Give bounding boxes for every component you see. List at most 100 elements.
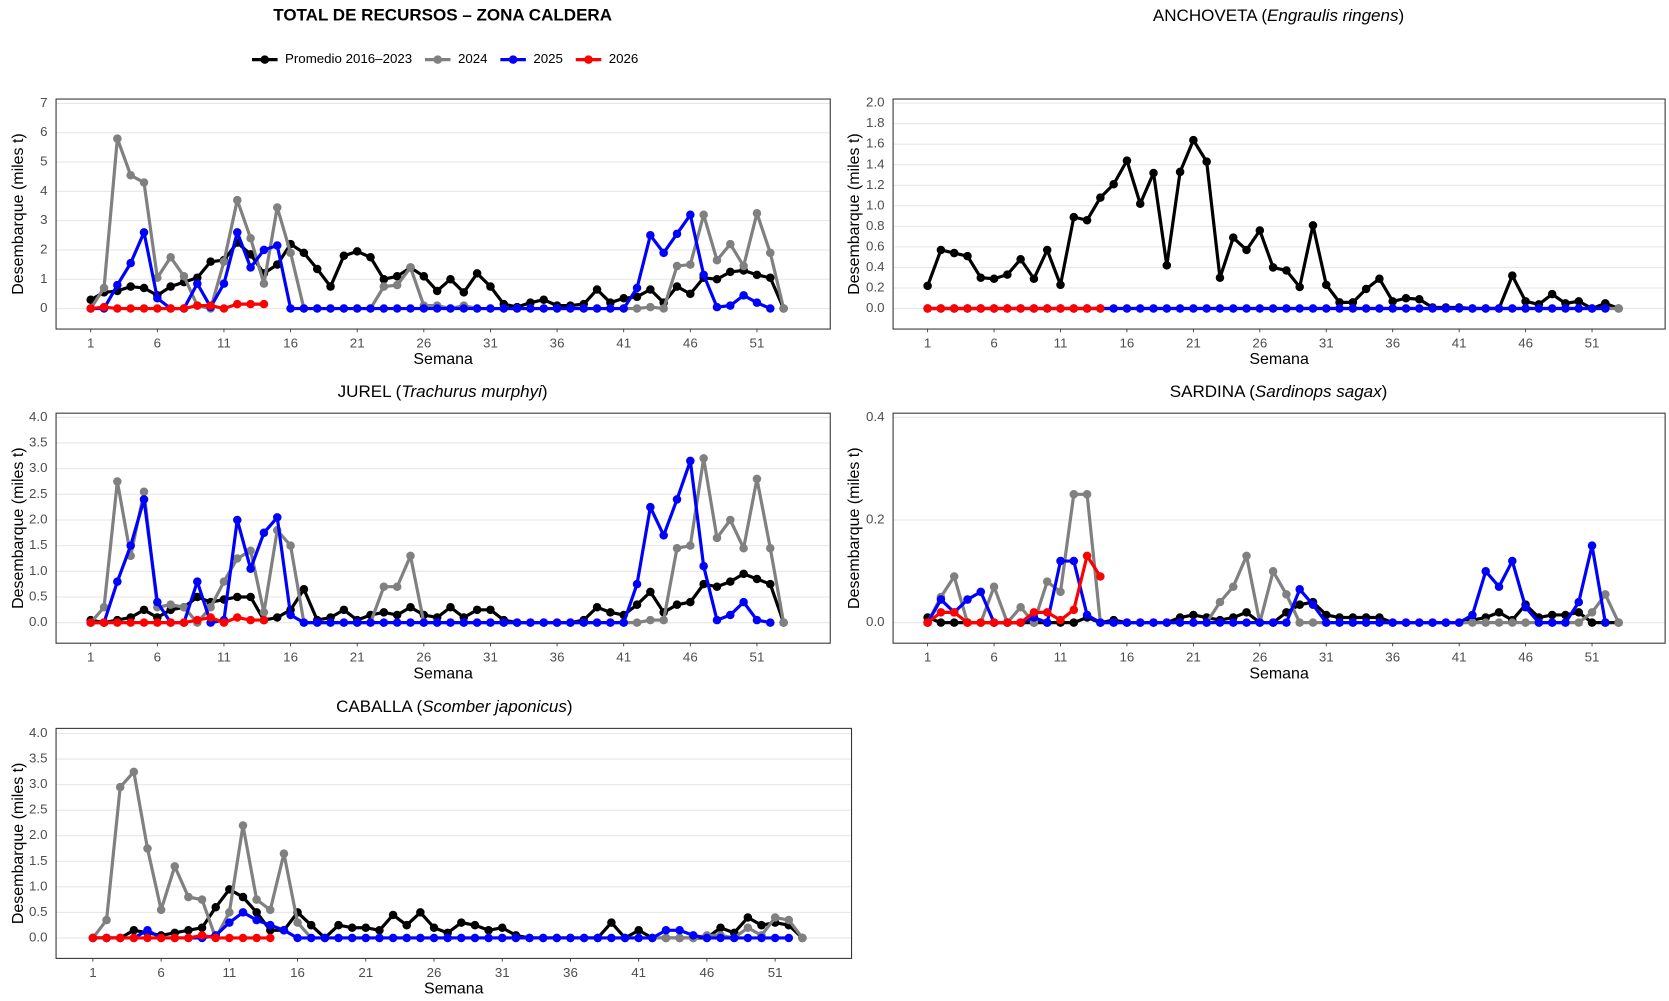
data-point xyxy=(470,933,480,943)
x-axis-title: Semana xyxy=(424,981,484,998)
data-point xyxy=(526,618,535,627)
data-point xyxy=(1601,618,1610,627)
data-point xyxy=(347,933,357,943)
data-point xyxy=(259,608,269,617)
data-point xyxy=(497,923,507,932)
data-point xyxy=(1135,304,1145,313)
data-point xyxy=(179,304,189,313)
y-axis-title: Desembarque (miles t) xyxy=(10,133,27,295)
data-point xyxy=(366,253,375,262)
y-tick-label: 3.5 xyxy=(29,751,48,766)
data-point xyxy=(352,304,362,313)
data-point xyxy=(1468,304,1477,313)
x-tick-label: 16 xyxy=(1120,650,1135,665)
data-point xyxy=(1082,304,1092,313)
data-point xyxy=(699,561,708,571)
data-point xyxy=(153,294,162,303)
data-point xyxy=(115,782,125,792)
data-point xyxy=(976,273,986,282)
x-tick-label: 51 xyxy=(750,650,765,665)
data-point xyxy=(233,515,242,525)
data-point xyxy=(219,257,229,266)
legend-marker xyxy=(433,55,443,64)
data-point xyxy=(432,304,442,313)
data-point xyxy=(233,554,242,563)
data-point xyxy=(1375,304,1384,313)
data-point xyxy=(511,933,521,943)
data-point xyxy=(279,926,289,935)
data-point xyxy=(1574,618,1584,627)
data-point xyxy=(497,933,507,943)
data-point xyxy=(686,456,695,466)
data-point xyxy=(646,615,655,625)
data-point xyxy=(1521,304,1530,313)
data-point xyxy=(659,615,668,625)
y-tick-label: 0.0 xyxy=(866,614,885,629)
data-point xyxy=(1242,245,1251,255)
data-point xyxy=(699,454,708,463)
data-point xyxy=(634,926,643,935)
data-point xyxy=(784,933,794,943)
data-point xyxy=(686,210,695,220)
data-point xyxy=(766,273,775,283)
data-point xyxy=(1082,490,1092,499)
y-tick-label: 3 xyxy=(40,212,47,227)
x-tick-label: 41 xyxy=(1452,650,1467,665)
x-tick-label: 31 xyxy=(495,965,510,980)
data-point xyxy=(675,933,684,943)
data-point xyxy=(648,933,657,943)
data-point xyxy=(1282,304,1291,313)
data-point xyxy=(1534,618,1544,627)
x-tick-label: 11 xyxy=(217,335,231,350)
y-tick-label: 0.6 xyxy=(866,238,885,253)
data-point xyxy=(197,923,207,932)
y-tick-label: 1.0 xyxy=(29,878,48,893)
data-point xyxy=(1322,618,1331,627)
data-point xyxy=(1295,618,1304,627)
data-point xyxy=(1029,304,1039,313)
data-point xyxy=(726,301,735,310)
data-point xyxy=(197,931,207,940)
data-point xyxy=(593,933,603,943)
data-point xyxy=(139,228,149,237)
data-point xyxy=(1508,618,1517,627)
data-point xyxy=(606,618,615,627)
y-axis-title: Desembarque (miles t) xyxy=(10,763,27,925)
y-tick-label: 0 xyxy=(40,300,47,315)
data-point xyxy=(1295,282,1304,292)
data-point xyxy=(446,304,455,313)
data-point xyxy=(1508,556,1517,566)
data-point xyxy=(512,618,522,627)
data-point xyxy=(579,618,588,627)
data-point xyxy=(246,615,255,625)
panel: ANCHOVETA (Engraulis ringens) 0.0 0.2 0.4 0.… xyxy=(846,5,1666,368)
data-point xyxy=(752,615,762,625)
y-tick-label: 4.0 xyxy=(29,725,48,740)
data-point xyxy=(459,288,469,297)
data-point xyxy=(1096,572,1105,581)
data-point xyxy=(526,298,535,307)
data-point xyxy=(1268,618,1278,627)
data-point xyxy=(143,844,152,853)
data-point xyxy=(923,618,932,627)
y-tick-label: 7 xyxy=(40,95,47,110)
data-point xyxy=(286,248,295,258)
data-point xyxy=(1361,284,1371,294)
data-point xyxy=(1428,304,1437,313)
y-tick-label: 0.0 xyxy=(866,300,885,315)
y-tick-label: 1.6 xyxy=(866,136,885,151)
data-point xyxy=(1415,304,1424,313)
data-point xyxy=(1069,618,1079,627)
data-point xyxy=(102,915,111,925)
data-point xyxy=(1056,587,1065,597)
y-tick-label: 1.5 xyxy=(29,853,48,868)
data-point xyxy=(1175,304,1185,313)
data-point xyxy=(272,203,282,212)
data-point xyxy=(156,905,166,915)
data-point xyxy=(406,304,415,313)
data-point xyxy=(233,299,242,309)
x-tick-label: 26 xyxy=(416,335,431,350)
data-point xyxy=(1042,618,1052,627)
data-point xyxy=(1388,304,1397,313)
data-point xyxy=(1149,618,1158,627)
